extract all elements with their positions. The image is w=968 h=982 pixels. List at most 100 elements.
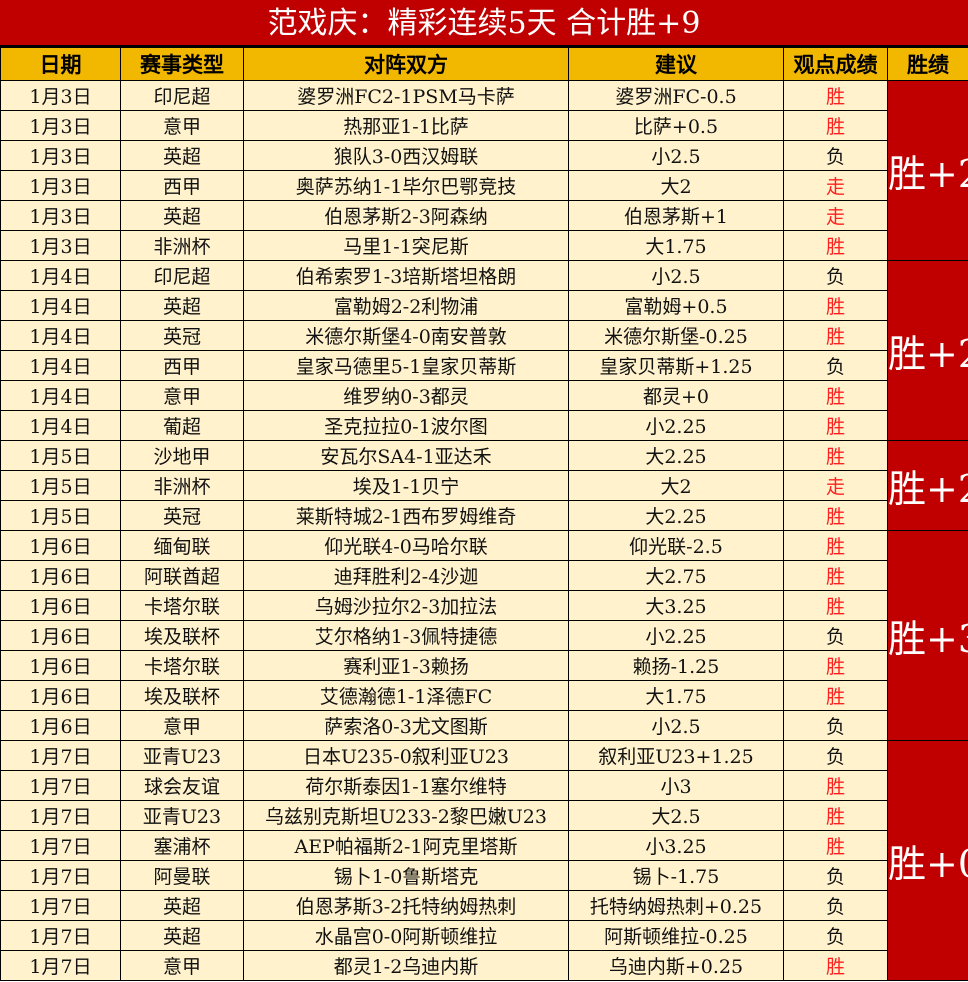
match-cell: 萨索洛0-3尤文图斯: [243, 710, 569, 741]
league-cell: 英超: [120, 920, 244, 951]
result-cell: 胜: [783, 770, 888, 801]
date-cell: 1月6日: [0, 650, 121, 681]
result-cell: 胜: [783, 680, 888, 711]
date-cell: 1月3日: [0, 80, 121, 111]
result-cell: 胜: [783, 800, 888, 831]
match-cell: 马里1-1突尼斯: [243, 230, 569, 261]
table-row: 1月7日 球会友谊 荷尔斯泰因1-1塞尔维特 小3 胜: [0, 770, 968, 801]
result-cell: 胜: [783, 560, 888, 591]
date-cell: 1月5日: [0, 500, 121, 531]
match-cell: AEP帕福斯2-1阿克里塔斯: [243, 830, 569, 861]
match-cell: 乌姆沙拉尔2-3加拉法: [243, 590, 569, 621]
date-cell: 1月3日: [0, 200, 121, 231]
header-match: 对阵双方: [243, 47, 569, 81]
result-cell: 胜: [783, 230, 888, 261]
result-cell: 负: [783, 620, 888, 651]
suggestion-cell: 小2.5: [568, 140, 784, 171]
match-cell: 日本U235-0叙利亚U23: [243, 740, 569, 771]
league-cell: 球会友谊: [120, 770, 244, 801]
table-row: 1月6日 埃及联杯 艾德瀚德1-1泽德FC 大1.75 胜: [0, 680, 968, 711]
suggestion-cell: 大1.75: [568, 680, 784, 711]
match-cell: 乌兹别克斯坦U233-2黎巴嫩U23: [243, 800, 569, 831]
header-date: 日期: [0, 47, 121, 81]
group-summary-cell: 胜+0: [887, 740, 968, 981]
table-row: 1月3日 英超 伯恩茅斯2-3阿森纳 伯恩茅斯+1 走: [0, 200, 968, 231]
date-cell: 1月7日: [0, 950, 121, 981]
league-cell: 缅甸联: [120, 530, 244, 561]
result-cell: 胜: [783, 650, 888, 681]
table-row: 1月6日 卡塔尔联 乌姆沙拉尔2-3加拉法 大3.25 胜: [0, 590, 968, 621]
header-suggestion: 建议: [568, 47, 784, 81]
result-cell: 负: [783, 710, 888, 741]
date-cell: 1月7日: [0, 890, 121, 921]
table-row: 1月4日 意甲 维罗纳0-3都灵 都灵+0 胜: [0, 380, 968, 411]
result-cell: 胜: [783, 410, 888, 441]
match-cell: 婆罗洲FC2-1PSM马卡萨: [243, 80, 569, 111]
header-row: 日期 赛事类型 对阵双方 建议 观点成绩 胜绩: [0, 47, 968, 81]
suggestion-cell: 大2.25: [568, 500, 784, 531]
date-cell: 1月6日: [0, 710, 121, 741]
table-row: 1月4日 英超 富勒姆2-2利物浦 富勒姆+0.5 胜: [0, 290, 968, 321]
date-cell: 1月3日: [0, 230, 121, 261]
suggestion-cell: 大2: [568, 470, 784, 501]
match-cell: 米德尔斯堡4-0南安普敦: [243, 320, 569, 351]
header-summary: 胜绩: [887, 47, 968, 81]
table-row: 1月7日 英超 水晶宫0-0阿斯顿维拉 阿斯顿维拉-0.25 负: [0, 920, 968, 951]
result-cell: 负: [783, 860, 888, 891]
table-row: 1月5日 英冠 莱斯特城2-1西布罗姆维奇 大2.25 胜: [0, 500, 968, 531]
suggestion-cell: 仰光联-2.5: [568, 530, 784, 561]
table-row: 1月3日 非洲杯 马里1-1突尼斯 大1.75 胜: [0, 230, 968, 261]
date-cell: 1月4日: [0, 260, 121, 291]
date-cell: 1月7日: [0, 740, 121, 771]
table-row: 1月6日 意甲 萨索洛0-3尤文图斯 小2.5 负: [0, 710, 968, 741]
league-cell: 卡塔尔联: [120, 650, 244, 681]
league-cell: 英超: [120, 200, 244, 231]
league-cell: 意甲: [120, 710, 244, 741]
table-row: 1月3日 意甲 热那亚1-1比萨 比萨+0.5 胜: [0, 110, 968, 141]
league-cell: 埃及联杯: [120, 680, 244, 711]
league-cell: 沙地甲: [120, 440, 244, 471]
suggestion-cell: 大2.25: [568, 440, 784, 471]
match-cell: 安瓦尔SA4-1亚达禾: [243, 440, 569, 471]
table-row: 1月7日 亚青U23 乌兹别克斯坦U233-2黎巴嫩U23 大2.5 胜: [0, 800, 968, 831]
suggestion-cell: 乌迪内斯+0.25: [568, 950, 784, 981]
match-cell: 都灵1-2乌迪内斯: [243, 950, 569, 981]
league-cell: 英冠: [120, 500, 244, 531]
group-summary-cell: 胜+2: [887, 80, 968, 261]
match-cell: 热那亚1-1比萨: [243, 110, 569, 141]
league-cell: 亚青U23: [120, 740, 244, 771]
date-cell: 1月6日: [0, 680, 121, 711]
league-cell: 印尼超: [120, 80, 244, 111]
result-cell: 胜: [783, 590, 888, 621]
suggestion-cell: 都灵+0: [568, 380, 784, 411]
date-cell: 1月4日: [0, 410, 121, 441]
date-cell: 1月6日: [0, 530, 121, 561]
suggestion-cell: 赖扬-1.25: [568, 650, 784, 681]
result-cell: 走: [783, 200, 888, 231]
league-cell: 卡塔尔联: [120, 590, 244, 621]
result-cell: 胜: [783, 950, 888, 981]
league-cell: 西甲: [120, 350, 244, 381]
match-cell: 水晶宫0-0阿斯顿维拉: [243, 920, 569, 951]
match-cell: 锡卜1-0鲁斯塔克: [243, 860, 569, 891]
group-summary-cell: 胜+2: [887, 440, 968, 531]
suggestion-cell: 富勒姆+0.5: [568, 290, 784, 321]
results-table: 日期 赛事类型 对阵双方 建议 观点成绩 胜绩 1月3日 印尼超 婆罗洲FC2-1P…: [0, 47, 968, 981]
table-row: 1月3日 西甲 奥萨苏纳1-1毕尔巴鄂竞技 大2 走: [0, 170, 968, 201]
league-cell: 非洲杯: [120, 470, 244, 501]
suggestion-cell: 大1.75: [568, 230, 784, 261]
result-cell: 负: [783, 890, 888, 921]
league-cell: 意甲: [120, 950, 244, 981]
match-cell: 赛利亚1-3赖扬: [243, 650, 569, 681]
suggestion-cell: 大2.5: [568, 800, 784, 831]
result-cell: 负: [783, 260, 888, 291]
match-cell: 艾德瀚德1-1泽德FC: [243, 680, 569, 711]
table-row: 1月5日 非洲杯 埃及1-1贝宁 大2 走: [0, 470, 968, 501]
league-cell: 英超: [120, 140, 244, 171]
result-cell: 胜: [783, 320, 888, 351]
suggestion-cell: 托特纳姆热刺+0.25: [568, 890, 784, 921]
group-summary-cell: 胜+3: [887, 530, 968, 741]
match-cell: 伯恩茅斯2-3阿森纳: [243, 200, 569, 231]
